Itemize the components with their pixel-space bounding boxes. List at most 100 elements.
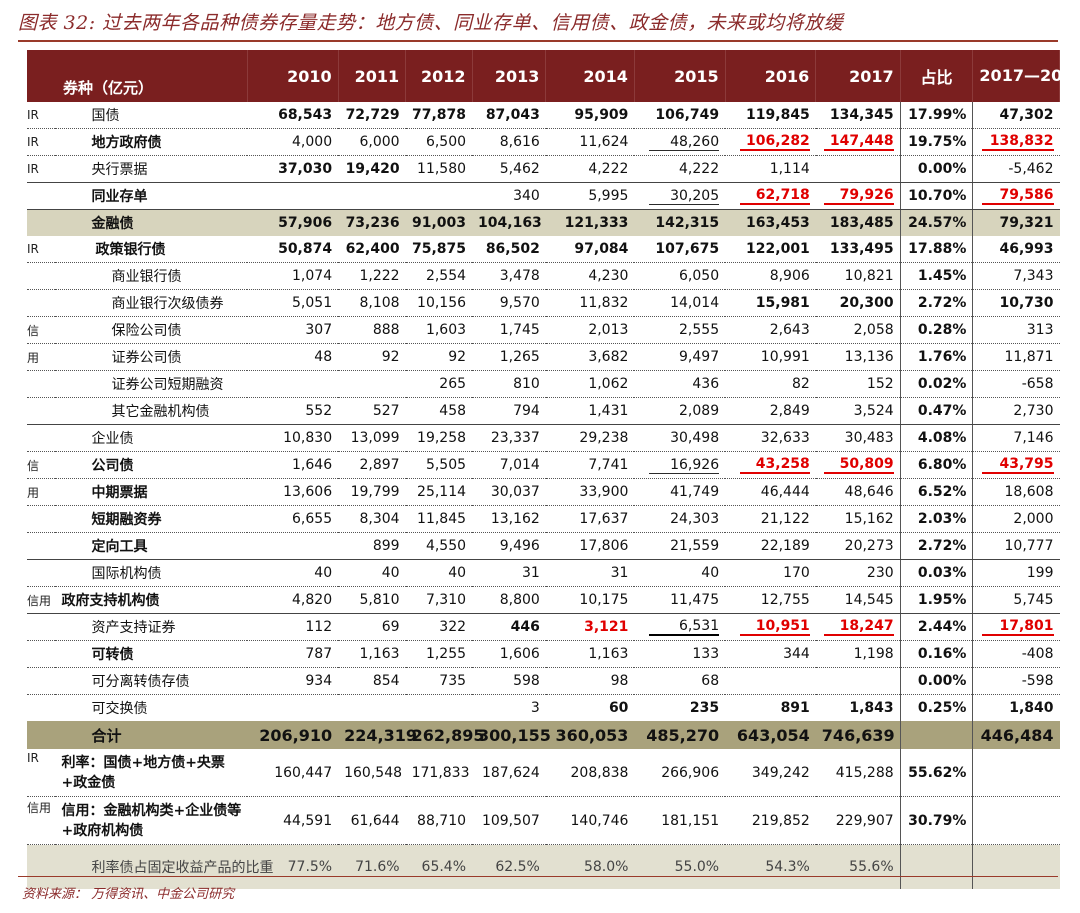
cell-value: 229,907 xyxy=(815,796,901,845)
cell-value: 160,548 xyxy=(338,749,406,797)
cell-value: 107,675 xyxy=(634,236,726,263)
cell-value xyxy=(338,695,405,722)
cell-text: 1,062 xyxy=(588,376,629,392)
row-tag: 信 xyxy=(27,451,56,479)
cell-diff xyxy=(972,749,1060,797)
cell-value: 140,746 xyxy=(545,796,635,845)
cell-value xyxy=(338,182,406,210)
cell-value: 6,500 xyxy=(405,128,473,156)
cell-value: 46,444 xyxy=(725,478,816,506)
cell-text: 4,820 xyxy=(292,592,333,608)
cell-value: 300,155 xyxy=(472,721,551,749)
cell-text: 107,675 xyxy=(655,241,720,257)
row-tag: IR xyxy=(27,128,56,156)
cell-value: 2,897 xyxy=(338,451,406,479)
header-year: 2013 xyxy=(472,50,547,102)
cell-value: 349,242 xyxy=(725,749,816,797)
cell-value: 10,951 xyxy=(725,613,816,641)
cell-text: 1,074 xyxy=(292,268,333,284)
row-name: 短期融资券 xyxy=(55,505,248,533)
cell-text: 147,448 xyxy=(823,133,894,151)
cell-text: 21,559 xyxy=(670,538,720,554)
cell-text: 208,838 xyxy=(570,764,629,781)
cell-text: 48,646 xyxy=(844,484,894,500)
cell-text: 10,991 xyxy=(760,349,810,365)
cell-value: 31 xyxy=(472,559,546,587)
cell-value: 50,809 xyxy=(815,451,901,479)
cell-value: 7,014 xyxy=(472,451,546,479)
row-tag xyxy=(27,182,56,210)
cell-text: 1,198 xyxy=(853,646,894,662)
cell-text: 854 xyxy=(372,673,400,689)
cell-value: 2,849 xyxy=(725,397,816,425)
cell-value: 206,910 xyxy=(247,721,339,749)
header-year: 2014 xyxy=(545,50,635,102)
table-row: 用中期票据 13,606 19,799 25,114 30,037 33,900 41,74… xyxy=(27,478,1060,506)
cell-text: 4,222 xyxy=(679,161,720,177)
cell-diff: 313 xyxy=(972,316,1060,344)
cell-value: 87,043 xyxy=(472,102,546,129)
cell-text: 62.5% xyxy=(495,859,540,875)
cell-text: 458 xyxy=(439,403,467,419)
cell-value: 14,545 xyxy=(815,586,901,614)
cell-diff xyxy=(972,796,1060,845)
cell-diff: 10,730 xyxy=(972,289,1060,317)
cell-share: 6.80% xyxy=(899,451,974,479)
cell-text: 133 xyxy=(692,646,720,662)
row-tag xyxy=(27,289,56,317)
row-name: 合计 xyxy=(55,721,248,749)
row-tag xyxy=(27,667,56,695)
cell-text: 891 xyxy=(780,700,810,716)
row-name: 商业银行债 xyxy=(55,262,248,290)
cell-value: 10,156 xyxy=(405,289,473,317)
cell-value: 163,453 xyxy=(725,209,816,236)
cell-text: 1,603 xyxy=(425,322,467,338)
cell-value: 340 xyxy=(472,182,546,210)
cell-text: 37,030 xyxy=(278,161,333,177)
cell-text: 19,420 xyxy=(345,161,400,177)
row-name: 商业银行次级债券 xyxy=(55,289,248,317)
cell-text: 300,155 xyxy=(478,725,551,745)
cell-text: 10,156 xyxy=(417,295,467,311)
cell-diff: 7,343 xyxy=(972,262,1060,290)
cell-text: 643,054 xyxy=(736,725,810,745)
cell-text: 5,995 xyxy=(588,188,629,204)
cell-text: -598 xyxy=(1021,673,1054,689)
cell-text: 71.6% xyxy=(355,859,400,875)
cell-share: 17.88% xyxy=(899,236,974,263)
table-row: 信用 政府支持机构债 4,820 5,810 7,310 8,800 10,175 11,47… xyxy=(27,586,1060,614)
cell-value: 68,543 xyxy=(247,102,339,129)
table-row: 金融债 57,906 73,236 91,003 104,163 121,333 142,3… xyxy=(27,209,1060,236)
cell-text: 19,799 xyxy=(350,484,400,500)
row-name: 保险公司债 xyxy=(55,316,248,344)
cell-text: 3,121 xyxy=(584,619,629,635)
table-row: 合计 206,910 224,319 262,895 300,155 360,053 485… xyxy=(27,721,1060,749)
cell-value: 73,236 xyxy=(338,209,406,236)
cell-text: 10,821 xyxy=(844,268,894,284)
row-name: 可交换债 xyxy=(91,701,148,717)
cell-value: 899 xyxy=(338,532,406,560)
cell-value: 1,606 xyxy=(472,640,546,668)
cell-diff: 138,832 xyxy=(972,128,1060,156)
header-year: 2017 xyxy=(815,50,901,102)
cell-value: 5,462 xyxy=(472,155,546,183)
cell-text: 3,524 xyxy=(853,403,894,419)
cell-value: 598 xyxy=(472,667,546,695)
cell-text: 19,258 xyxy=(417,430,467,446)
cell-value: 33,900 xyxy=(545,478,635,506)
cell-text: 265 xyxy=(439,376,467,392)
cell-value: 746,639 xyxy=(815,721,901,749)
row-name: 政府支持机构债 xyxy=(55,586,248,614)
cell-value: 8,800 xyxy=(472,586,546,614)
cell-text: 219,852 xyxy=(751,812,810,829)
cell-value xyxy=(247,370,339,398)
cell-text: 21,122 xyxy=(760,511,810,527)
cell-value: 8,108 xyxy=(338,289,406,317)
cell-text: 6,500 xyxy=(425,134,467,150)
cell-text: 20,300 xyxy=(839,295,894,311)
cell-text: 69 xyxy=(381,619,400,635)
cell-text: 1,114 xyxy=(769,161,810,177)
cell-text: 79,926 xyxy=(823,187,894,205)
cell-value: 92 xyxy=(405,343,473,371)
cell-diff: 1,840 xyxy=(973,695,1060,722)
